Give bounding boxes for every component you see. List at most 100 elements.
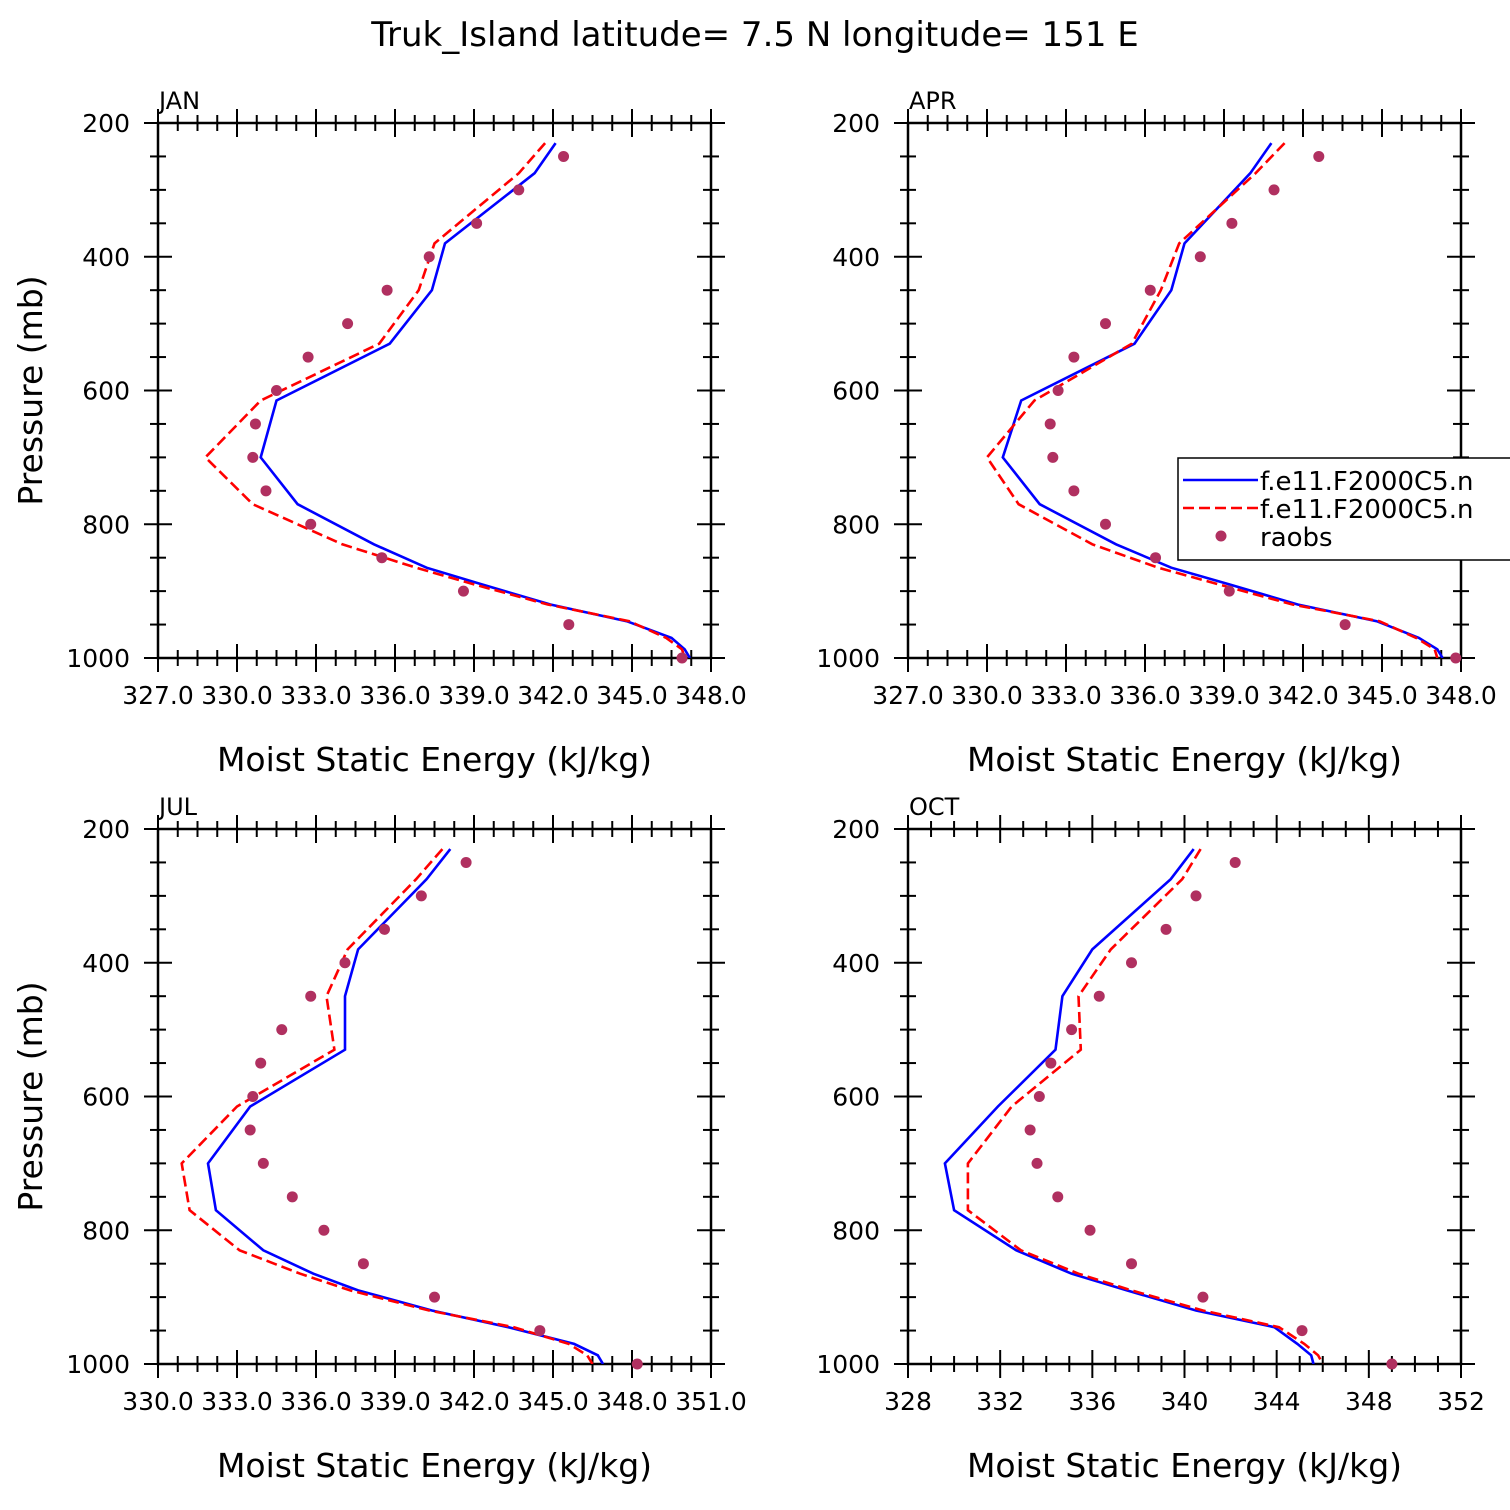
x-tick-label: 328 [884, 1387, 932, 1416]
raobs-point [1194, 251, 1206, 263]
y-tick-label: 200 [832, 815, 880, 844]
x-tick-label: 327.0 [122, 681, 194, 710]
y-tick-label: 800 [832, 1216, 880, 1245]
y-tick-label: 200 [82, 815, 130, 844]
panel-title: APR [909, 87, 957, 115]
raobs-point [1068, 485, 1080, 497]
y-tick-label: 200 [832, 109, 880, 138]
raobs-point [513, 184, 525, 196]
x-tick-label: 330.0 [951, 681, 1023, 710]
x-tick-label: 332 [976, 1387, 1024, 1416]
x-tick-label: 348.0 [1425, 681, 1497, 710]
x-tick-label: 339.0 [438, 681, 510, 710]
raobs-point [563, 619, 575, 631]
panel-title: OCT [909, 793, 960, 821]
series-line-solid [943, 848, 1315, 1364]
series-line-solid [206, 848, 605, 1364]
raobs-point [429, 1291, 440, 1303]
series-line-solid [259, 142, 692, 658]
x-tick-label: 333.0 [1030, 681, 1102, 710]
x-tick-label: 351.0 [675, 1387, 747, 1416]
x-tick-label: 336.0 [359, 681, 431, 710]
plot-frame [906, 121, 1463, 660]
x-tick-label: 339.0 [359, 1387, 431, 1416]
raobs-point [271, 385, 282, 396]
y-tick-label: 1000 [66, 1350, 130, 1379]
raobs-point [1093, 990, 1105, 1002]
plot-frame [906, 827, 1463, 1366]
raobs-point [1100, 518, 1111, 530]
x-tick-label: 342.0 [1267, 681, 1339, 710]
raobs-point [1047, 451, 1059, 463]
raobs-point [342, 318, 354, 330]
raobs-point [1226, 217, 1238, 229]
x-tick-label: 348.0 [675, 681, 747, 710]
raobs-point [1150, 552, 1162, 564]
raobs-point [460, 856, 472, 868]
raobs-point [1450, 652, 1462, 664]
panel-title: JUL [157, 793, 198, 821]
raobs-point [249, 418, 261, 430]
raobs-point [1229, 856, 1241, 868]
raobs-point [1052, 1191, 1064, 1203]
raobs-point [1045, 1057, 1057, 1069]
raobs-point [423, 251, 435, 263]
raobs-point [318, 1224, 330, 1236]
y-tick-label: 600 [82, 377, 130, 406]
y-axis-label: Pressure (mb) [11, 981, 50, 1211]
raobs-point [247, 451, 259, 463]
raobs-point [415, 890, 427, 902]
raobs-point [378, 923, 390, 935]
series-line-dashed [966, 848, 1324, 1364]
legend-label: raobs [1260, 523, 1333, 553]
y-tick-label: 1000 [816, 1350, 880, 1379]
x-tick-label: 345.0 [1346, 681, 1418, 710]
y-tick-label: 600 [82, 1083, 130, 1112]
raobs-point [305, 990, 317, 1002]
raobs-point [257, 1157, 269, 1169]
raobs-point [631, 1358, 643, 1370]
x-tick-label: 340 [1161, 1387, 1209, 1416]
x-tick-label: 336.0 [280, 1387, 352, 1416]
raobs-point [471, 217, 483, 229]
raobs-point [1386, 1358, 1398, 1370]
x-tick-label: 342.0 [517, 681, 589, 710]
y-tick-label: 800 [82, 1216, 130, 1245]
raobs-point [457, 585, 469, 597]
raobs-point [1100, 318, 1111, 330]
raobs-point [1313, 150, 1325, 162]
x-tick-label: 330.0 [201, 681, 273, 710]
raobs-point [339, 957, 351, 969]
raobs-point [376, 552, 388, 564]
y-tick-label: 1000 [816, 644, 880, 673]
y-tick-label: 600 [832, 377, 880, 406]
raobs-point [1339, 619, 1351, 631]
x-tick-label: 327.0 [872, 681, 944, 710]
raobs-point [1160, 923, 1172, 935]
x-tick-label: 339.0 [1188, 681, 1260, 710]
y-tick-label: 200 [82, 109, 130, 138]
x-tick-label: 333.0 [201, 1387, 273, 1416]
series-line-dashed [985, 142, 1439, 658]
raobs-point [1033, 1091, 1045, 1102]
raobs-point [305, 518, 317, 530]
x-tick-label: 342.0 [438, 1387, 510, 1416]
x-tick-label: 344 [1253, 1387, 1301, 1416]
raobs-point [1066, 1024, 1078, 1036]
y-tick-label: 600 [832, 1083, 880, 1112]
x-tick-label: 345.0 [596, 681, 668, 710]
raobs-point [244, 1124, 256, 1136]
y-tick-label: 400 [82, 949, 130, 978]
plot-frame [156, 827, 713, 1366]
x-axis-label: Moist Static Energy (kJ/kg) [217, 740, 652, 779]
legend-label: f.e11.F2000C5.n [1260, 467, 1473, 497]
x-tick-label: 336 [1068, 1387, 1116, 1416]
x-tick-label: 336.0 [1109, 681, 1181, 710]
x-tick-label: 348.0 [596, 1387, 668, 1416]
raobs-point [260, 485, 272, 497]
raobs-point [276, 1024, 288, 1036]
